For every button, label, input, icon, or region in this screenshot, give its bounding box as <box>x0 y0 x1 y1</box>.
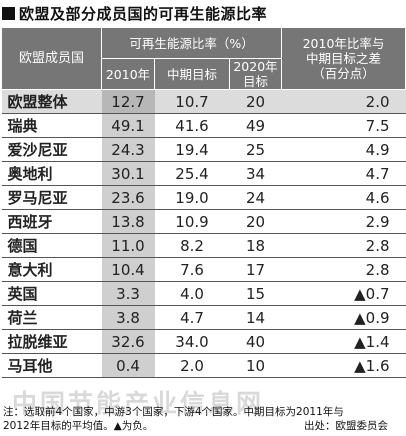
country-name: 德国 <box>1 233 102 258</box>
value-midterm: 4.0 <box>154 281 230 306</box>
value-2020-target: 20 <box>229 89 282 114</box>
square-bullet-icon <box>2 6 15 20</box>
value-2010: 0.4 <box>101 353 155 378</box>
value-difference: 4.6 <box>281 185 406 210</box>
header-2020-target: 2020年 目标 <box>228 58 283 90</box>
value-2020-target: 17 <box>229 257 282 282</box>
table-row: 马耳他 0.4 2.0 10 ▲1.6 <box>1 353 406 378</box>
value-midterm: 8.2 <box>154 233 230 258</box>
table-row: 罗马尼亚 23.6 19.0 24 4.6 <box>1 185 406 210</box>
value-2020-target: 40 <box>229 329 282 354</box>
table-row: 意大利 10.4 7.6 17 2.8 <box>1 257 406 282</box>
value-2020-target: 20 <box>229 209 282 234</box>
country-name: 西班牙 <box>1 209 102 234</box>
country-name: 奥地利 <box>1 161 102 186</box>
header-2020-line1: 2020年 <box>233 59 278 74</box>
value-2020-target: 34 <box>229 161 282 186</box>
renewable-ratio-table: 欧盟成员国 可再生能源比率（%） 2010年比率与 中期目标之差 （百分点） 2… <box>1 27 406 378</box>
footnote: 注：选取前4个国家，中游3个国家，下游4个国家。中期目标为2011年与 2012… <box>3 405 405 433</box>
value-difference: ▲1.4 <box>281 329 406 354</box>
page-title: 欧盟及部分成员国的可再生能源比率 <box>2 1 267 25</box>
table-row: 拉脱维亚 32.6 34.0 40 ▲1.4 <box>1 329 406 354</box>
value-midterm: 34.0 <box>154 329 230 354</box>
table-row: 德国 11.0 8.2 18 2.8 <box>1 233 406 258</box>
header-ratio-group: 可再生能源比率（%） <box>100 27 283 59</box>
table-row-eu-overall: 欧盟整体 12.7 10.7 20 2.0 <box>1 89 406 114</box>
source-credit: 出处：欧盟委员会 <box>304 420 388 432</box>
footnote-line1: 注：选取前4个国家，中游3个国家，下游4个国家。中期目标为2011年与 <box>3 406 344 418</box>
value-difference: 7.5 <box>281 113 406 138</box>
value-difference: 2.9 <box>281 209 406 234</box>
table-row: 西班牙 13.8 10.9 20 2.9 <box>1 209 406 234</box>
country-name: 马耳他 <box>1 353 102 378</box>
country-name: 欧盟整体 <box>1 89 102 114</box>
header-2020-line2: 目标 <box>243 74 269 89</box>
table-row: 奥地利 30.1 25.4 34 4.7 <box>1 161 406 186</box>
value-2010: 23.6 <box>101 185 155 210</box>
value-2020-target: 18 <box>229 233 282 258</box>
value-2010: 3.3 <box>101 281 155 306</box>
header-diff-group: 2010年比率与 中期目标之差 （百分点） <box>281 27 406 90</box>
value-2010: 30.1 <box>101 161 155 186</box>
header-2010: 2010年 <box>101 58 155 90</box>
table-header: 欧盟成员国 可再生能源比率（%） 2010年比率与 中期目标之差 （百分点） 2… <box>1 27 406 90</box>
value-2010: 24.3 <box>101 137 155 162</box>
value-2010: 10.4 <box>101 257 155 282</box>
table-row: 荷兰 3.8 4.7 14 ▲0.9 <box>1 305 406 330</box>
value-midterm: 2.0 <box>154 353 230 378</box>
value-midterm: 41.6 <box>154 113 230 138</box>
header-diff-line3: （百分点） <box>312 66 375 81</box>
title-text: 欧盟及部分成员国的可再生能源比率 <box>19 4 268 23</box>
value-midterm: 19.4 <box>154 137 230 162</box>
value-midterm: 10.9 <box>154 209 230 234</box>
value-midterm: 10.7 <box>154 89 230 114</box>
value-2020-target: 15 <box>229 281 282 306</box>
table-row: 英国 3.3 4.0 15 ▲0.7 <box>1 281 406 306</box>
country-name: 英国 <box>1 281 102 306</box>
value-2020-target: 10 <box>229 353 282 378</box>
table-body: 欧盟整体 12.7 10.7 20 2.0 瑞典 49.1 41.6 49 7.5 爱沙尼亚 24.3… <box>1 89 406 378</box>
value-difference: 4.9 <box>281 137 406 162</box>
country-name: 爱沙尼亚 <box>1 137 102 162</box>
value-midterm: 7.6 <box>154 257 230 282</box>
country-name: 罗马尼亚 <box>1 185 102 210</box>
value-2020-target: 14 <box>229 305 282 330</box>
value-2020-target: 49 <box>229 113 282 138</box>
value-2010: 12.7 <box>101 89 155 114</box>
value-2020-target: 24 <box>229 185 282 210</box>
header-diff-line2: 中期目标之差 <box>306 51 382 66</box>
value-midterm: 25.4 <box>154 161 230 186</box>
value-difference: ▲0.9 <box>281 305 406 330</box>
header-diff-line1: 2010年比率与 <box>302 36 385 51</box>
value-difference: ▲1.6 <box>281 353 406 378</box>
value-2010: 3.8 <box>101 305 155 330</box>
table-row: 瑞典 49.1 41.6 49 7.5 <box>1 113 406 138</box>
value-midterm: 4.7 <box>154 305 230 330</box>
value-2010: 49.1 <box>101 113 155 138</box>
value-2010: 13.8 <box>101 209 155 234</box>
value-difference: 2.8 <box>281 257 406 282</box>
value-midterm: 19.0 <box>154 185 230 210</box>
value-2010: 32.6 <box>101 329 155 354</box>
country-name: 拉脱维亚 <box>1 329 102 354</box>
country-name: 意大利 <box>1 257 102 282</box>
header-member: 欧盟成员国 <box>1 27 102 90</box>
country-name: 荷兰 <box>1 305 102 330</box>
value-2010: 11.0 <box>101 233 155 258</box>
value-difference: 4.7 <box>281 161 406 186</box>
header-midterm: 中期目标 <box>154 58 230 90</box>
value-2020-target: 25 <box>229 137 282 162</box>
footnote-line2: 2012年目标的平均值。▲为负。 <box>3 420 154 432</box>
value-difference: 2.8 <box>281 233 406 258</box>
value-difference: ▲0.7 <box>281 281 406 306</box>
value-difference: 2.0 <box>281 89 406 114</box>
table-row: 爱沙尼亚 24.3 19.4 25 4.9 <box>1 137 406 162</box>
country-name: 瑞典 <box>1 113 102 138</box>
